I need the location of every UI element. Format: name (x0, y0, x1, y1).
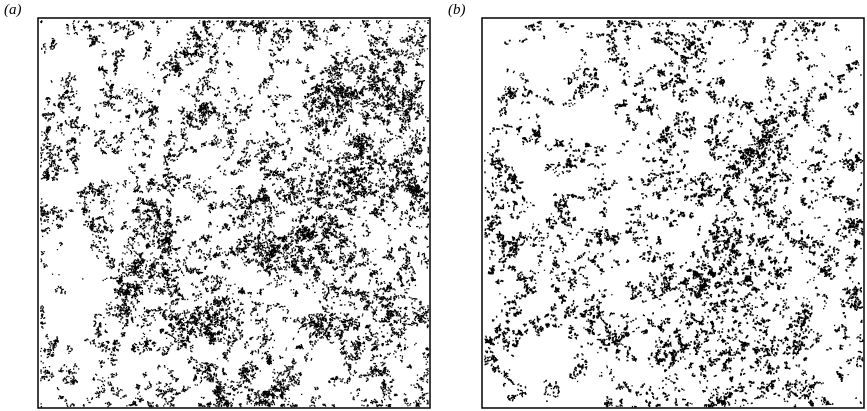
panel-frame (481, 17, 865, 409)
panel-label: (a) (4, 2, 22, 18)
panel-label: (b) (448, 2, 466, 18)
particle-field (40, 20, 430, 408)
particle-field (484, 20, 864, 408)
